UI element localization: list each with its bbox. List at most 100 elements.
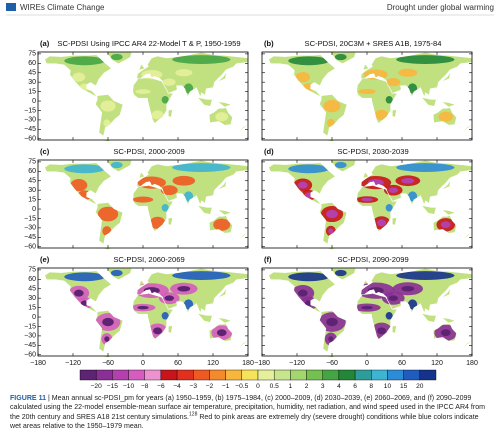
land [422, 205, 436, 215]
lon-label: 180 [466, 360, 478, 367]
colorbar-label: 10 [384, 383, 392, 390]
panel-title: SC-PDSI, 2060-2069 [113, 255, 184, 264]
panel-title: SC-PDSI, 20C3M + SRES A1B, 1975-84 [305, 39, 442, 48]
dry-core [377, 219, 387, 227]
wet-region [407, 299, 418, 310]
wet-region [64, 272, 106, 282]
lat-label: −30 [24, 225, 36, 232]
wet-region [288, 272, 330, 282]
land [139, 64, 145, 70]
lon-label: 0 [365, 360, 369, 367]
map [269, 160, 472, 250]
dry-core [143, 287, 160, 295]
land-shade [269, 52, 472, 140]
panel-label: (b) [264, 39, 274, 48]
dry-core [401, 285, 415, 292]
colorbar-box [79, 369, 97, 381]
panel-label: (f) [264, 255, 272, 264]
colorbar-box [95, 369, 113, 381]
land [442, 102, 455, 107]
map [269, 52, 472, 142]
lat-label: 60 [28, 276, 36, 283]
dry-region [135, 89, 151, 94]
dry-region [398, 68, 418, 77]
caption: FIGURE 11 | Mean annual sc-PDSI_pm for y… [10, 394, 490, 432]
land [241, 124, 247, 130]
section-title: Drought under global warming [387, 3, 494, 12]
lon-label: 60 [398, 360, 406, 367]
dry-region [103, 119, 111, 127]
land [218, 102, 231, 107]
lat-label: 30 [28, 79, 36, 86]
colorbar-box [225, 369, 243, 381]
figure-label: FIGURE 11 [10, 395, 47, 402]
dry-region [70, 179, 88, 192]
dry-region [363, 69, 388, 80]
wet-region [110, 161, 123, 169]
dry-region [302, 83, 315, 92]
land [168, 325, 173, 333]
lat-label: 75 [28, 51, 36, 58]
panel-title: SC-PDSI, 2090-2099 [337, 255, 408, 264]
land-shading [269, 160, 472, 248]
wet-region [385, 204, 393, 212]
dry-region [132, 196, 154, 203]
wet-region [334, 53, 347, 61]
map [269, 268, 472, 358]
wet-region [407, 83, 418, 94]
colorbar-box [160, 369, 178, 381]
lat-label: 60 [28, 168, 36, 175]
dry-region [137, 176, 166, 189]
panel-label: (c) [40, 147, 50, 156]
wet-region [407, 191, 418, 202]
lon-label: 120 [207, 360, 219, 367]
wet-region [288, 56, 330, 66]
colorbar-label: −20 [91, 383, 103, 390]
lat-label: −60 [24, 244, 36, 251]
panel-title: SC-PDSI, 2000-2009 [113, 147, 184, 156]
lon-label: 120 [431, 360, 443, 367]
land [422, 313, 436, 323]
wet-region [183, 191, 194, 202]
colorbar-label: −4 [173, 383, 181, 390]
lat-label: −30 [24, 117, 36, 124]
lat-label: −45 [24, 342, 36, 349]
lon-label: −180 [254, 360, 270, 367]
map [45, 160, 248, 250]
lat-label: 15 [28, 196, 36, 203]
lat-label: 45 [28, 178, 36, 185]
lat-label: −45 [24, 126, 36, 133]
land [168, 109, 173, 117]
dry-region [295, 71, 311, 83]
lon-label: −180 [30, 360, 46, 367]
dry-core [377, 327, 387, 335]
colorbar-label: 15 [400, 383, 408, 390]
lat-label: −45 [24, 234, 36, 241]
citation: 128 [189, 411, 198, 418]
wet-region [172, 271, 231, 280]
lat-label: −15 [24, 323, 36, 330]
land [133, 77, 173, 124]
dry-region [77, 190, 92, 201]
colorbar-box [387, 369, 404, 381]
wet-region [172, 163, 231, 172]
colorbar-box [338, 369, 356, 381]
wet-region [385, 96, 393, 104]
colorbar-label: 6 [353, 383, 357, 390]
land [442, 210, 455, 215]
land [465, 340, 471, 346]
wet-region [161, 312, 169, 320]
wet-region [161, 204, 169, 212]
colorbar-label: −0.5 [235, 383, 248, 390]
dry-core [102, 317, 114, 327]
lat-label: 0 [32, 98, 36, 105]
lon-label: 180 [242, 360, 254, 367]
colorbar-label: 0 [256, 383, 260, 390]
lat-label: 15 [28, 88, 36, 95]
land [363, 64, 369, 70]
colorbar-box [322, 369, 340, 381]
lat-label: −30 [24, 333, 36, 340]
land [198, 205, 212, 215]
dry-region [358, 89, 376, 95]
